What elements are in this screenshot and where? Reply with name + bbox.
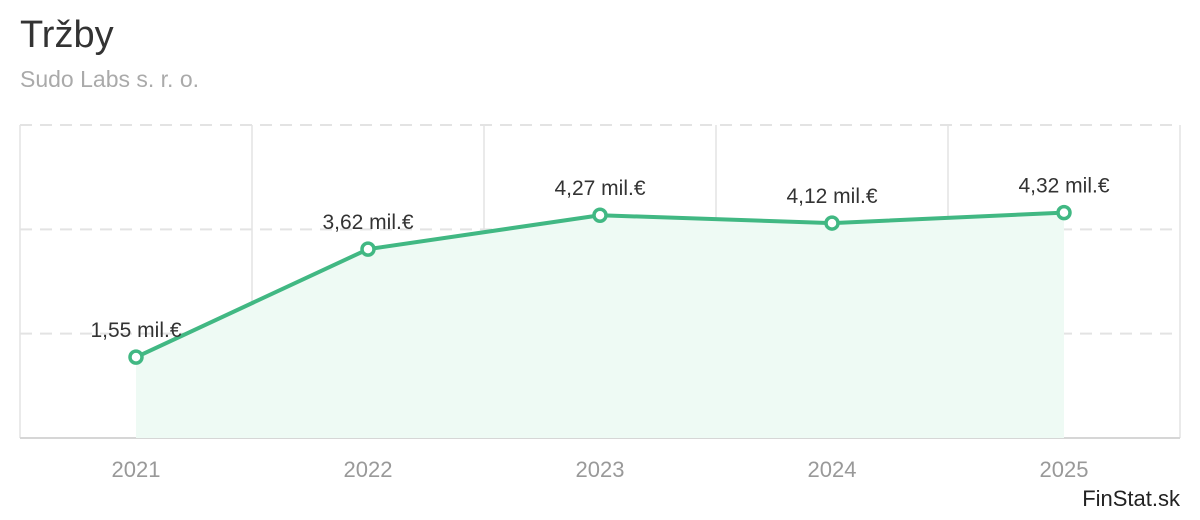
brand-link[interactable]: FinStat.sk (1082, 486, 1180, 511)
chart-subtitle: Sudo Labs s. r. o. (20, 66, 200, 92)
x-tick-label: 2023 (576, 457, 625, 482)
data-point[interactable] (128, 349, 144, 365)
data-marks: 1,55 mil.€ 3,62 mil.€ 4,27 mil.€ 4,12 mil.€… (90, 175, 1110, 365)
data-label: 1,55 mil.€ (90, 319, 181, 342)
data-label: 4,12 mil.€ (786, 185, 877, 208)
x-tick-label: 2024 (808, 457, 857, 482)
chart-title: Tržby (20, 14, 114, 56)
x-axis: 2021 2022 2023 2024 2025 (112, 457, 1089, 482)
area-fill (136, 212, 1064, 438)
data-point[interactable] (360, 241, 376, 257)
data-label: 4,27 mil.€ (554, 177, 645, 200)
x-tick-label: 2025 (1040, 457, 1089, 482)
data-label: 4,32 mil.€ (1018, 175, 1109, 198)
data-label: 3,62 mil.€ (322, 211, 413, 234)
x-tick-label: 2022 (344, 457, 393, 482)
data-point[interactable] (592, 207, 608, 223)
data-point[interactable] (1056, 204, 1072, 221)
data-point[interactable] (824, 215, 840, 231)
x-tick-label: 2021 (112, 457, 161, 482)
